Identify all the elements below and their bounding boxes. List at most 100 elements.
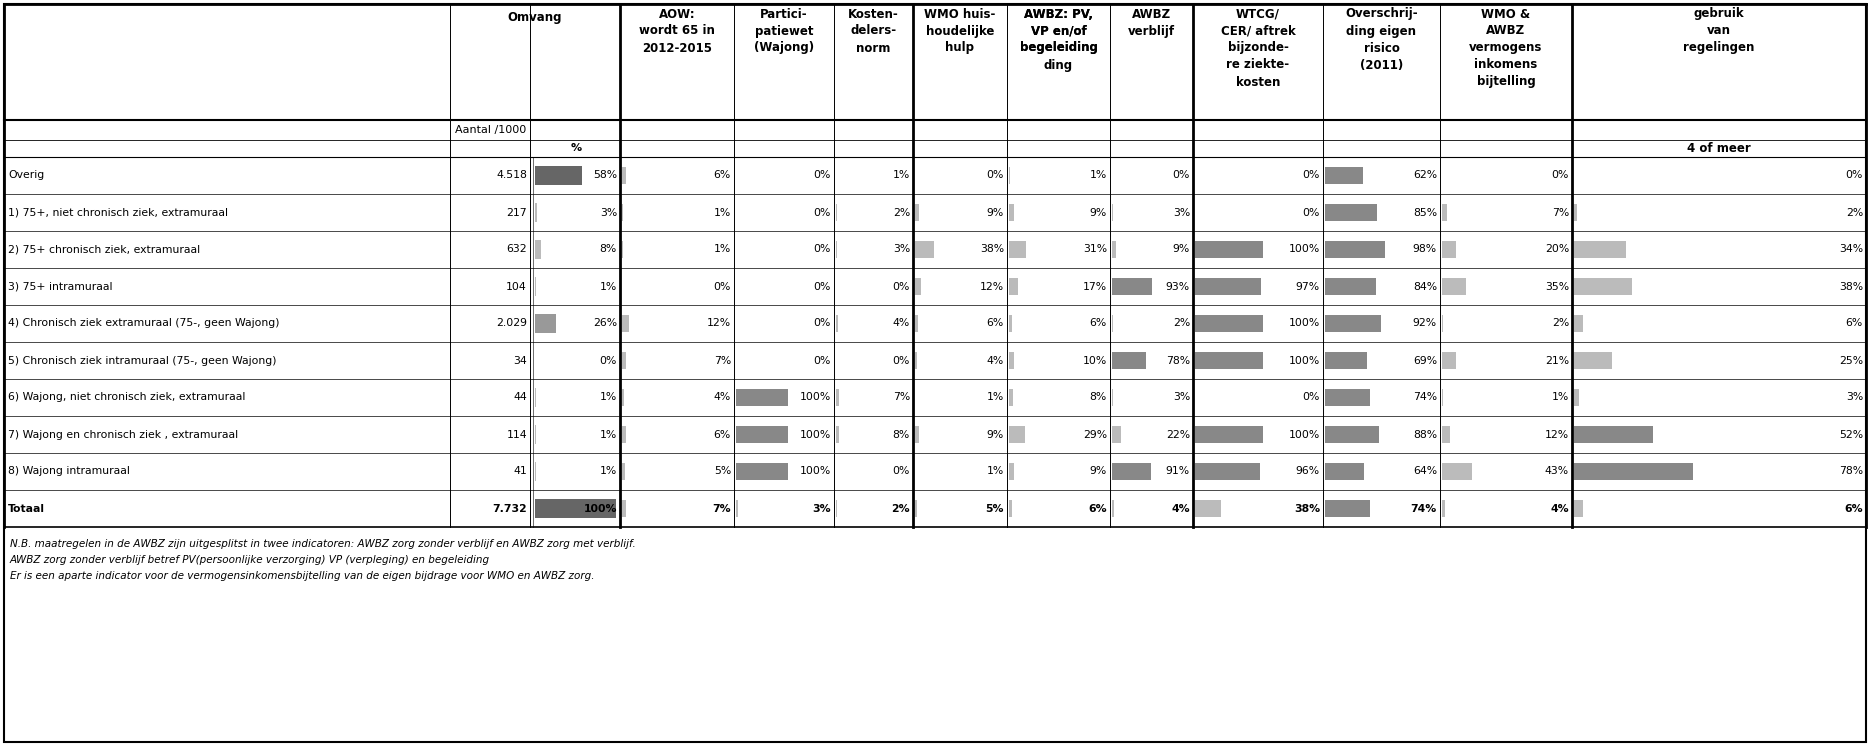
- Text: 6%: 6%: [1845, 504, 1864, 513]
- Text: 0%: 0%: [599, 356, 617, 366]
- Text: 1%: 1%: [601, 281, 617, 292]
- Bar: [1325, 204, 1377, 221]
- Text: 69%: 69%: [1413, 356, 1437, 366]
- Text: 9%: 9%: [986, 207, 1005, 218]
- Text: 0%: 0%: [1302, 207, 1321, 218]
- Text: 8%: 8%: [892, 430, 909, 439]
- Text: VP en/of: VP en/of: [1031, 25, 1087, 37]
- Bar: [1574, 463, 1693, 480]
- Text: Overig: Overig: [7, 171, 45, 181]
- Bar: [735, 463, 788, 480]
- Bar: [1111, 352, 1145, 369]
- Bar: [1111, 278, 1153, 295]
- Bar: [535, 314, 556, 333]
- Text: 100%: 100%: [799, 466, 831, 477]
- Text: 7%: 7%: [1551, 207, 1570, 218]
- Text: 5%: 5%: [713, 466, 732, 477]
- Text: 9%: 9%: [1089, 207, 1108, 218]
- Text: 38%: 38%: [980, 245, 1005, 254]
- Text: 4) Chronisch ziek extramuraal (75-, geen Wajong): 4) Chronisch ziek extramuraal (75-, geen…: [7, 319, 279, 328]
- Text: 4%: 4%: [986, 356, 1005, 366]
- Bar: [1008, 500, 1012, 517]
- Text: 25%: 25%: [1839, 356, 1864, 366]
- Text: 2012-2015: 2012-2015: [642, 42, 713, 54]
- Text: 0%: 0%: [814, 245, 831, 254]
- Text: inkomens: inkomens: [1474, 58, 1538, 72]
- Text: (Wajong): (Wajong): [754, 42, 814, 54]
- Text: 2%: 2%: [1173, 319, 1190, 328]
- Bar: [1325, 241, 1385, 258]
- Text: 9%: 9%: [986, 430, 1005, 439]
- Text: 44: 44: [513, 392, 528, 403]
- Text: 2.029: 2.029: [496, 319, 528, 328]
- Text: 0%: 0%: [1845, 171, 1864, 181]
- Text: 3%: 3%: [601, 207, 617, 218]
- Text: 7%: 7%: [713, 356, 732, 366]
- Text: VP en/of: VP en/of: [1031, 25, 1087, 37]
- Bar: [1325, 352, 1368, 369]
- Bar: [1008, 278, 1018, 295]
- Text: 6%: 6%: [1089, 319, 1108, 328]
- Text: 114: 114: [507, 430, 528, 439]
- Text: 100%: 100%: [799, 392, 831, 403]
- Text: 0%: 0%: [814, 281, 831, 292]
- Text: 104: 104: [507, 281, 528, 292]
- Bar: [1325, 278, 1375, 295]
- Text: 85%: 85%: [1413, 207, 1437, 218]
- Text: 3%: 3%: [812, 504, 831, 513]
- Text: 100%: 100%: [799, 430, 831, 439]
- Text: 2%: 2%: [891, 504, 909, 513]
- Bar: [1443, 241, 1456, 258]
- Text: 0%: 0%: [814, 207, 831, 218]
- Bar: [621, 500, 627, 517]
- Text: ding eigen: ding eigen: [1347, 25, 1416, 37]
- Text: 0%: 0%: [892, 466, 909, 477]
- Text: re ziekte-: re ziekte-: [1226, 58, 1289, 72]
- Text: 6%: 6%: [986, 319, 1005, 328]
- Bar: [915, 241, 934, 258]
- Text: 0%: 0%: [814, 319, 831, 328]
- Text: 7%: 7%: [713, 504, 732, 513]
- Text: 20%: 20%: [1545, 245, 1570, 254]
- Text: 0%: 0%: [892, 281, 909, 292]
- Text: 100%: 100%: [1289, 319, 1321, 328]
- Text: AWBZ: PV,: AWBZ: PV,: [1023, 7, 1093, 20]
- Text: 74%: 74%: [1413, 392, 1437, 403]
- Text: 4%: 4%: [713, 392, 732, 403]
- Text: AWBZ: AWBZ: [1132, 7, 1171, 20]
- Text: 12%: 12%: [707, 319, 732, 328]
- Text: 91%: 91%: [1166, 466, 1190, 477]
- Text: 52%: 52%: [1839, 430, 1864, 439]
- Bar: [621, 463, 625, 480]
- Text: WMO huis-: WMO huis-: [924, 7, 995, 20]
- Text: 4%: 4%: [1551, 504, 1570, 513]
- Text: 2%: 2%: [1847, 207, 1864, 218]
- Text: Totaal: Totaal: [7, 504, 45, 513]
- Bar: [1574, 500, 1583, 517]
- Text: 88%: 88%: [1413, 430, 1437, 439]
- Text: 35%: 35%: [1545, 281, 1570, 292]
- Text: 1%: 1%: [713, 245, 732, 254]
- Text: 100%: 100%: [1289, 245, 1321, 254]
- Text: 6) Wajong, niet chronisch ziek, extramuraal: 6) Wajong, niet chronisch ziek, extramur…: [7, 392, 245, 403]
- Bar: [621, 352, 627, 369]
- Text: 7%: 7%: [892, 392, 909, 403]
- Text: ding: ding: [1044, 58, 1074, 72]
- Bar: [1008, 389, 1014, 406]
- Text: 100%: 100%: [584, 504, 617, 513]
- Bar: [915, 500, 917, 517]
- Text: 2) 75+ chronisch ziek, extramuraal: 2) 75+ chronisch ziek, extramuraal: [7, 245, 200, 254]
- Text: begeleiding: begeleiding: [1020, 42, 1098, 54]
- Text: 0%: 0%: [1302, 171, 1321, 181]
- Bar: [735, 426, 788, 443]
- Text: 2%: 2%: [892, 207, 909, 218]
- Text: Er is een aparte indicator voor de vermogensinkomensbijtelling van de eigen bijd: Er is een aparte indicator voor de vermo…: [9, 571, 595, 581]
- Text: 2%: 2%: [1551, 319, 1570, 328]
- Bar: [1196, 500, 1220, 517]
- Bar: [915, 426, 919, 443]
- Text: bijzonde-: bijzonde-: [1227, 42, 1289, 54]
- Bar: [1443, 352, 1456, 369]
- Bar: [915, 204, 919, 221]
- Text: 3%: 3%: [1173, 392, 1190, 403]
- Bar: [1574, 389, 1579, 406]
